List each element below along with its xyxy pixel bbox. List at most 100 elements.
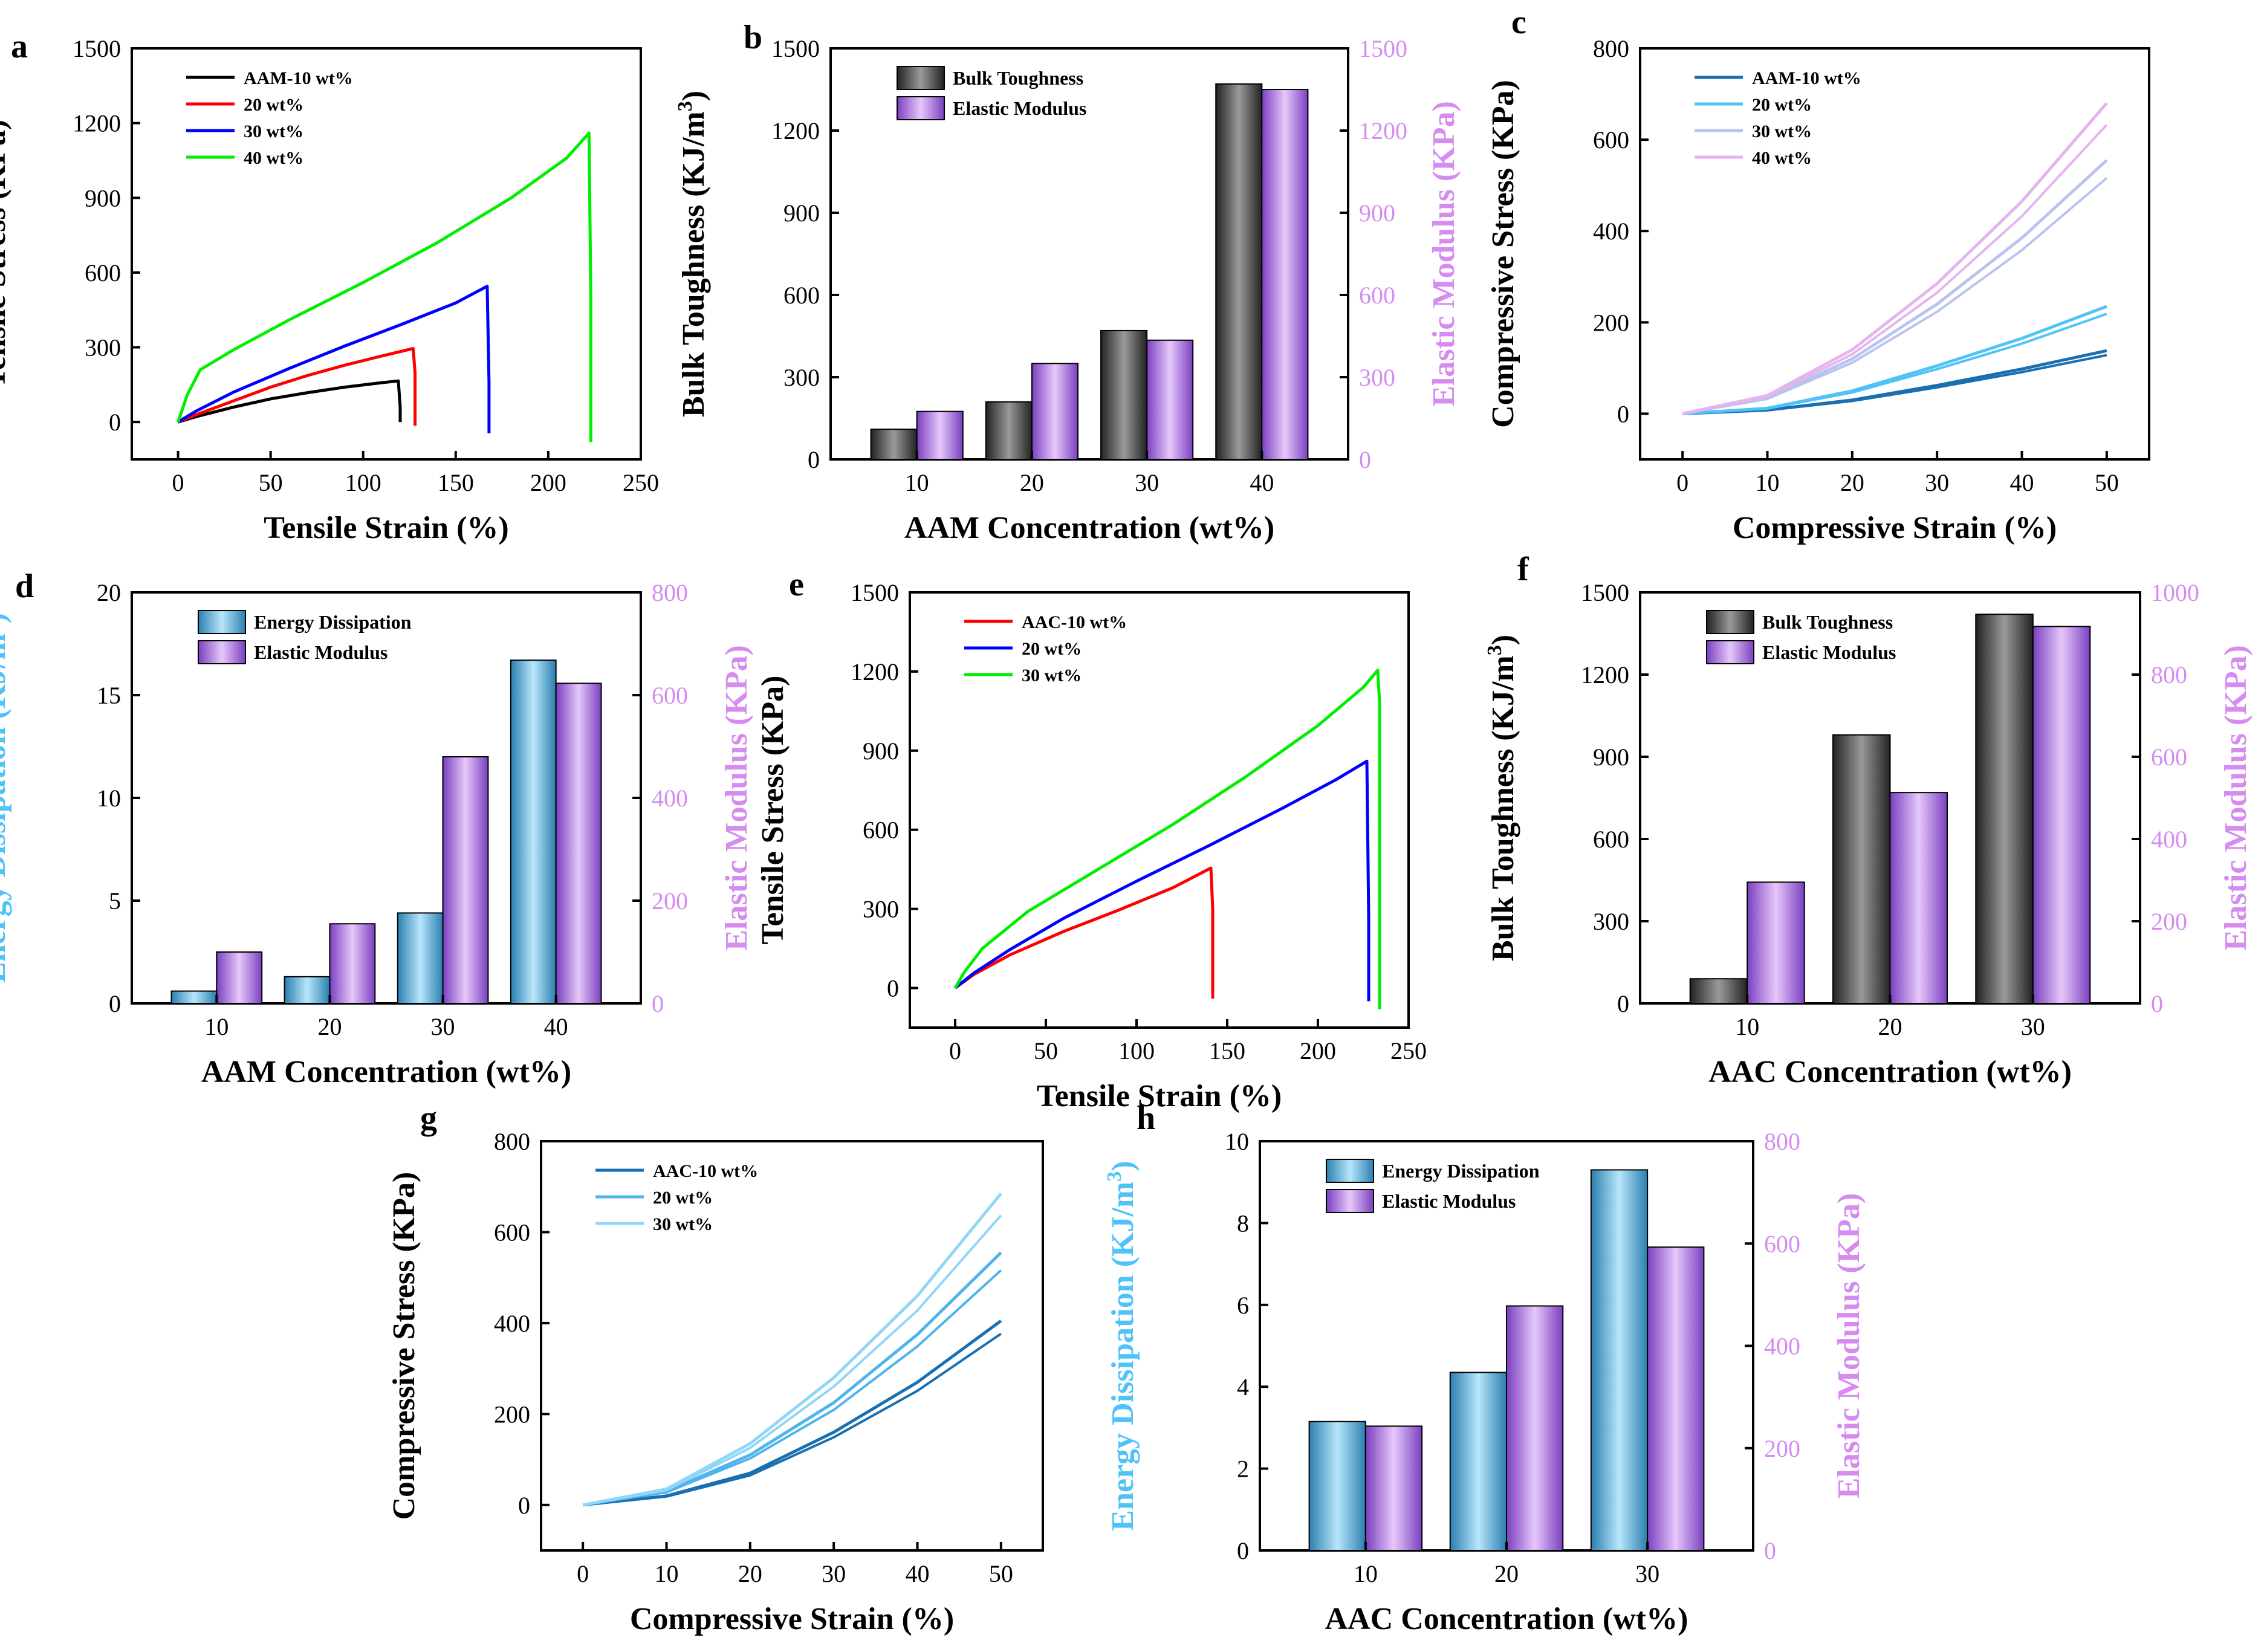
panel-label: d [15,568,34,605]
y-tick-label: 800 [494,1128,530,1155]
line-chart-panel: c 0 10 20 30 40 50 0 200 400 600 800 Compressive Str… [1486,4,2150,545]
legend-label: Bulk Toughness [953,67,1083,89]
y2-tick-label: 600 [2151,743,2187,771]
panel-label: f [1517,551,1529,588]
y-tick-label: 300 [85,334,121,361]
series-line [1682,159,2108,415]
x-tick-label: 250 [1390,1037,1427,1064]
legend-swatch [1326,1159,1374,1183]
bar-left [870,429,918,461]
x-axis-label: Compressive Strain (%) [630,1602,954,1636]
y-tick-label: 300 [863,896,899,923]
y-tick-label: 600 [863,817,899,844]
series-line [177,379,402,424]
legend-swatch [1706,610,1754,634]
series-unloading-line [1682,177,2108,415]
y2-axis-label: Elastic Modulus (KPa) [2219,645,2253,951]
y2-tick-label: 0 [1359,446,1371,473]
y2-tick-label: 400 [652,785,688,812]
x-tick-label: 100 [345,469,381,496]
x-tick-label: 10 [905,469,929,496]
legend-label: 20 wt% [653,1188,713,1208]
x-tick-label: 10 [655,1560,679,1587]
x-tick-label: 250 [623,469,659,496]
y2-tick-label: 0 [652,990,664,1017]
y-tick-label: 600 [494,1219,530,1246]
bar-right [1506,1305,1564,1551]
y-tick-label: 15 [97,682,121,709]
legend-label: AAC-10 wt% [1022,612,1127,632]
y-tick-label: 600 [1593,826,1629,853]
y-axis-label: Tensile Stress (KPa) [756,676,790,945]
bar-right [1146,339,1194,460]
y-tick-label: 1200 [73,110,121,137]
y-tick-label: 900 [783,199,820,227]
x-tick-label: 0 [577,1560,589,1587]
bar-right [916,410,964,461]
legend-label: Elastic Modulus [254,641,388,663]
y-axis-label: Bulk Toughness (KJ/m3) [674,91,711,417]
y2-tick-label: 300 [1359,364,1395,391]
legend-label: 20 wt% [1022,639,1082,659]
y-axis-label-close: ) [676,91,711,101]
panel-label: g [420,1100,437,1137]
legend-label: 30 wt% [244,121,303,141]
legend-label: AAC-10 wt% [653,1161,758,1181]
series-line [582,1251,1002,1507]
series-line [177,131,592,442]
y2-tick-label: 900 [1359,199,1395,227]
x-tick-label: 30 [2021,1013,2045,1040]
series-line [953,669,1381,1009]
x-tick-label: 10 [1354,1560,1378,1587]
bar-left [1449,1372,1508,1551]
x-tick-label: 50 [259,469,283,496]
series-line [177,285,491,433]
y-tick-label: 10 [97,785,121,812]
y-tick-label: 1500 [851,579,899,606]
legend-label: AAM-10 wt% [244,68,353,88]
x-tick-label: 0 [1676,469,1688,496]
bar-right [2032,626,2091,1004]
y-axis-label-main: Energy Dissipation (KJ/m [0,633,12,983]
plot-frame [909,591,1410,1029]
y2-tick-label: 600 [1764,1230,1800,1257]
y-tick-label: 600 [1593,126,1629,154]
y2-tick-label: 0 [1764,1537,1776,1564]
x-tick-label: 40 [2010,469,2034,496]
series-unloading-line [582,1214,1002,1506]
y2-tick-label: 400 [2151,826,2187,853]
x-tick-label: 50 [989,1560,1013,1587]
y-tick-label: 400 [1593,218,1629,245]
x-tick-label: 30 [1135,469,1159,496]
bar-right [1364,1425,1423,1552]
x-tick-label: 10 [1756,469,1780,496]
series-unloading-line [1682,313,2107,415]
line-chart-panel: a 0 50 100 150 200 250 0 300 600 900 1200 1500 Tensil… [0,28,659,545]
y-axis-label-close: ) [1486,635,1520,645]
x-tick-label: 200 [1300,1037,1336,1064]
y-tick-label: 4 [1237,1373,1249,1401]
plot-frame [131,47,642,461]
legend-label: AAM-10 wt% [1752,68,1861,88]
legend-swatch [1326,1189,1374,1213]
legend-label: 30 wt% [653,1214,713,1234]
line-chart-panel: e 0 50 100 150 200 250 0 300 600 900 1200 1500 Tensil… [756,566,1427,1113]
x-tick-label: 20 [1494,1560,1519,1587]
x-tick-label: 20 [317,1013,342,1040]
bar-left [1689,978,1748,1004]
bar-left [1308,1420,1366,1552]
y-axis-label-superscript: 3 [1103,1171,1126,1182]
legend-label: 40 wt% [244,148,303,168]
legend-swatch [198,610,246,634]
legend-label: Elastic Modulus [953,97,1086,119]
x-tick-label: 150 [1209,1037,1245,1064]
y-tick-label: 300 [783,364,820,391]
y-axis-label-superscript: 3 [674,101,696,111]
legend-label: 40 wt% [1752,148,1812,168]
y-tick-label: 600 [85,259,121,287]
plot-frame [829,47,1349,461]
series-line [582,1320,1002,1507]
y-tick-label: 0 [808,446,820,473]
y-tick-label: 10 [1225,1128,1249,1155]
